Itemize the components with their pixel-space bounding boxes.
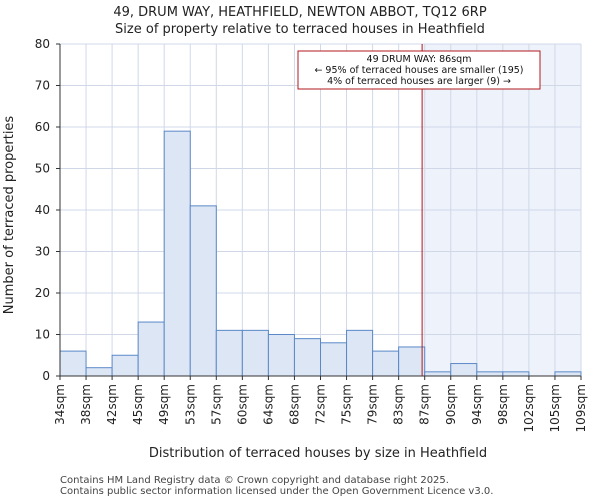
x-tick-label: 45sqm (131, 384, 145, 425)
y-tick-label: 10 (35, 328, 50, 342)
annotation-line-3: 4% of terraced houses are larger (9) → (327, 76, 511, 87)
y-tick-label: 60 (35, 120, 50, 134)
footer-line-1: Contains HM Land Registry data © Crown c… (60, 475, 449, 486)
x-tick-label: 79sqm (366, 384, 380, 425)
annotation-line-2: ← 95% of terraced houses are smaller (19… (314, 65, 523, 76)
x-ticks: 34sqm 38sqm 42sqm 45sqm 49sqm 53sqm 57sqm 60sqm… (53, 376, 588, 432)
y-tick-label: 70 (35, 79, 50, 93)
bar-87sqm (424, 371, 452, 377)
x-tick-label: 64sqm (261, 384, 275, 425)
chart-title: 49, DRUM WAY, HEATHFIELD, NEWTON ABBOT, … (113, 5, 486, 20)
chart-subtitle: Size of property relative to terraced ho… (115, 22, 485, 37)
annotation-frame (297, 50, 541, 90)
bar-49sqm (163, 130, 191, 377)
x-tick-label: 105sqm (548, 384, 562, 432)
bar-64sqm (267, 334, 295, 377)
bar-60sqm (241, 329, 269, 377)
annotation-line-1: 49 DRUM WAY: 86sqm (367, 54, 472, 65)
x-tick-label: 42sqm (105, 384, 119, 425)
bar-45sqm (137, 321, 165, 377)
bar-38sqm (85, 367, 113, 377)
x-tick-label: 90sqm (444, 384, 458, 425)
annotation-box: 49 DRUM WAY: 86sqm ← 95% of terraced hou… (297, 50, 541, 90)
x-tick-label: 102sqm (522, 384, 536, 432)
bar-72sqm (320, 342, 348, 377)
x-tick-label: 98sqm (496, 384, 510, 425)
x-tick-label: 75sqm (340, 384, 354, 425)
y-tick-label: 40 (35, 203, 50, 217)
x-tick-label: 83sqm (392, 384, 406, 425)
x-tick-label: 94sqm (470, 384, 484, 425)
bar-79sqm (372, 350, 400, 377)
y-axis-label: Number of terraced properties (2, 116, 17, 315)
bar-53sqm (189, 205, 217, 377)
bar-83sqm (398, 346, 426, 377)
bar-68sqm (293, 338, 322, 377)
y-tick-label: 30 (35, 245, 50, 259)
x-tick-label: 53sqm (183, 384, 197, 425)
y-tick-label: 20 (35, 286, 50, 300)
bar-98sqm (502, 371, 530, 377)
y-tick-label: 50 (35, 162, 50, 176)
bar-57sqm (215, 329, 243, 377)
x-tick-label: 34sqm (53, 384, 67, 425)
footer-line-2: Contains public sector information licen… (60, 486, 493, 497)
y-tick-label: 80 (35, 37, 50, 51)
bar-34sqm (59, 350, 87, 377)
bar-94sqm (476, 371, 504, 377)
y-tick-label: 0 (42, 369, 50, 383)
x-tick-label: 60sqm (235, 384, 249, 425)
bar-105sqm (554, 371, 582, 377)
x-axis-label: Distribution of terraced houses by size … (149, 446, 487, 461)
x-tick-label: 72sqm (314, 384, 328, 425)
x-tick-label: 87sqm (418, 384, 432, 425)
x-tick-label: 57sqm (209, 384, 223, 425)
bar-42sqm (111, 354, 139, 377)
bar-90sqm (450, 363, 478, 377)
x-tick-label: 49sqm (157, 384, 171, 425)
x-tick-label: 109sqm (574, 384, 588, 432)
bar-75sqm (346, 329, 374, 377)
x-tick-label: 38sqm (79, 384, 93, 425)
y-ticks: 0 10 20 30 40 50 60 70 80 (35, 37, 60, 383)
bars-layer (59, 130, 582, 377)
x-tick-label: 68sqm (287, 384, 301, 425)
